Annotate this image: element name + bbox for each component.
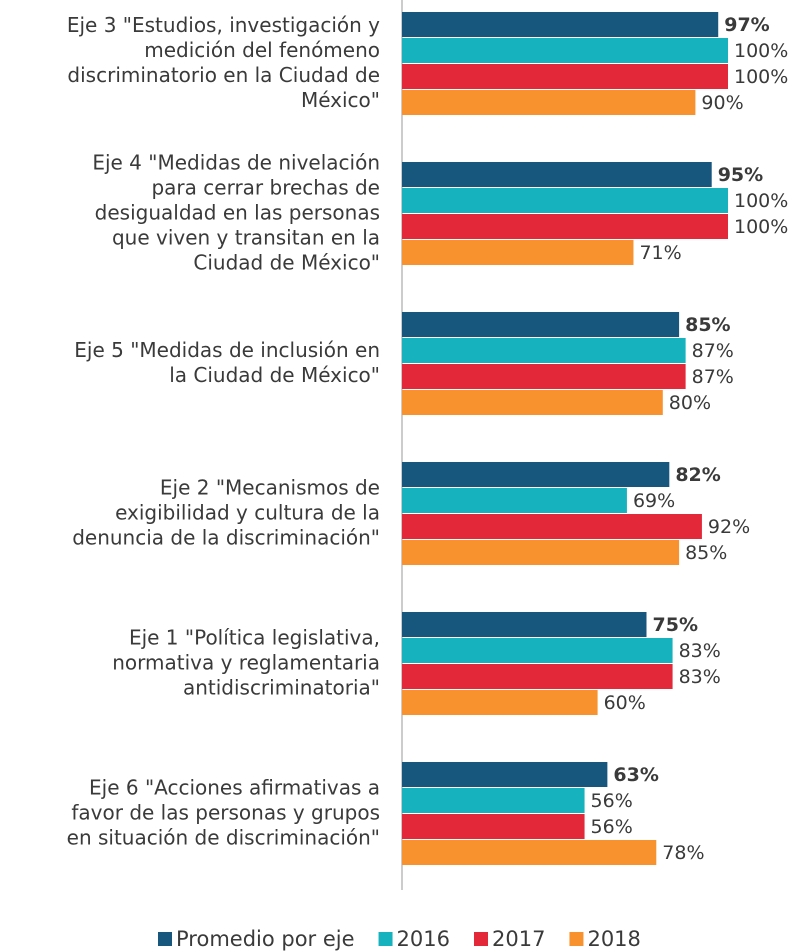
value-label: 82% (675, 464, 720, 486)
category-label: denuncia de la discriminación" (72, 526, 380, 550)
value-label: 85% (685, 542, 727, 564)
value-label: 56% (591, 816, 633, 838)
category-label: Eje 1 "Política legislativa, (129, 626, 380, 650)
category-label: discriminatorio en la Ciudad de (67, 63, 380, 87)
value-label: 87% (692, 340, 734, 362)
bar (402, 312, 680, 337)
bar (402, 540, 680, 565)
bar (402, 814, 585, 839)
value-label: 69% (633, 490, 675, 512)
bar (402, 188, 728, 213)
bar (402, 240, 634, 265)
legend-swatch (378, 932, 393, 946)
value-label: 56% (591, 790, 633, 812)
legend-swatch (569, 932, 584, 946)
category-label: normativa y reglamentaria (112, 651, 380, 675)
bar (402, 788, 585, 813)
value-label: 85% (685, 314, 730, 336)
value-label: 100% (734, 66, 788, 88)
bar (402, 462, 670, 487)
bar (402, 64, 728, 89)
value-label: 78% (662, 842, 704, 864)
bar (402, 390, 663, 415)
category-label: para cerrar brechas de (151, 176, 380, 200)
bar (402, 214, 728, 239)
legend-label: 2016 (397, 927, 450, 951)
bar (402, 762, 608, 787)
category-label: Eje 4 "Medidas de nivelación (92, 151, 380, 175)
category-label: Eje 2 "Mecanismos de (160, 476, 380, 500)
legend-swatch (474, 932, 488, 946)
bar (402, 664, 673, 689)
legend-label: Promedio por eje (176, 927, 355, 951)
value-label: 100% (734, 40, 788, 62)
category-label: que viven y transitan en la (112, 226, 380, 250)
bar (402, 338, 686, 363)
value-label: 83% (679, 666, 721, 688)
category-label: medición del fenómeno (144, 38, 380, 62)
value-label: 97% (724, 14, 769, 36)
legend-label: 2017 (492, 927, 545, 951)
category-label: desigualdad en las personas (95, 201, 380, 225)
value-label: 63% (613, 764, 658, 786)
value-label: 90% (701, 92, 743, 114)
value-label: 92% (708, 516, 750, 538)
value-label: 100% (734, 216, 788, 238)
value-label: 95% (718, 164, 763, 186)
category-label: México" (301, 88, 380, 112)
bar (402, 90, 696, 115)
value-label: 87% (692, 366, 734, 388)
category-label: antidiscriminatoria" (183, 676, 380, 700)
value-label: 83% (679, 640, 721, 662)
legend-label: 2018 (587, 927, 640, 951)
legend-swatch (158, 932, 172, 946)
bar (402, 840, 657, 865)
bar (402, 638, 673, 663)
value-label: 71% (639, 242, 681, 264)
category-label: Ciudad de México" (193, 251, 380, 275)
bar (402, 162, 712, 187)
category-label: en situación de discriminación" (67, 826, 380, 850)
bar (402, 690, 598, 715)
value-label: 75% (653, 614, 698, 636)
category-label: Eje 5 "Medidas de inclusión en (74, 338, 380, 362)
value-label: 80% (669, 392, 711, 414)
bar (402, 612, 647, 637)
category-label: la Ciudad de México" (169, 363, 380, 387)
category-label: exigibilidad y cultura de la (115, 501, 380, 525)
bar (402, 364, 686, 389)
value-label: 60% (604, 692, 646, 714)
category-label: Eje 3 "Estudios, investigación y (67, 13, 380, 37)
bar (402, 488, 627, 513)
category-label: Eje 6 "Acciones afirmativas a (89, 776, 380, 800)
bar (402, 38, 728, 63)
category-label: favor de las personas y grupos (71, 801, 380, 825)
value-label: 100% (734, 190, 788, 212)
bar (402, 514, 702, 539)
bar (402, 12, 719, 37)
